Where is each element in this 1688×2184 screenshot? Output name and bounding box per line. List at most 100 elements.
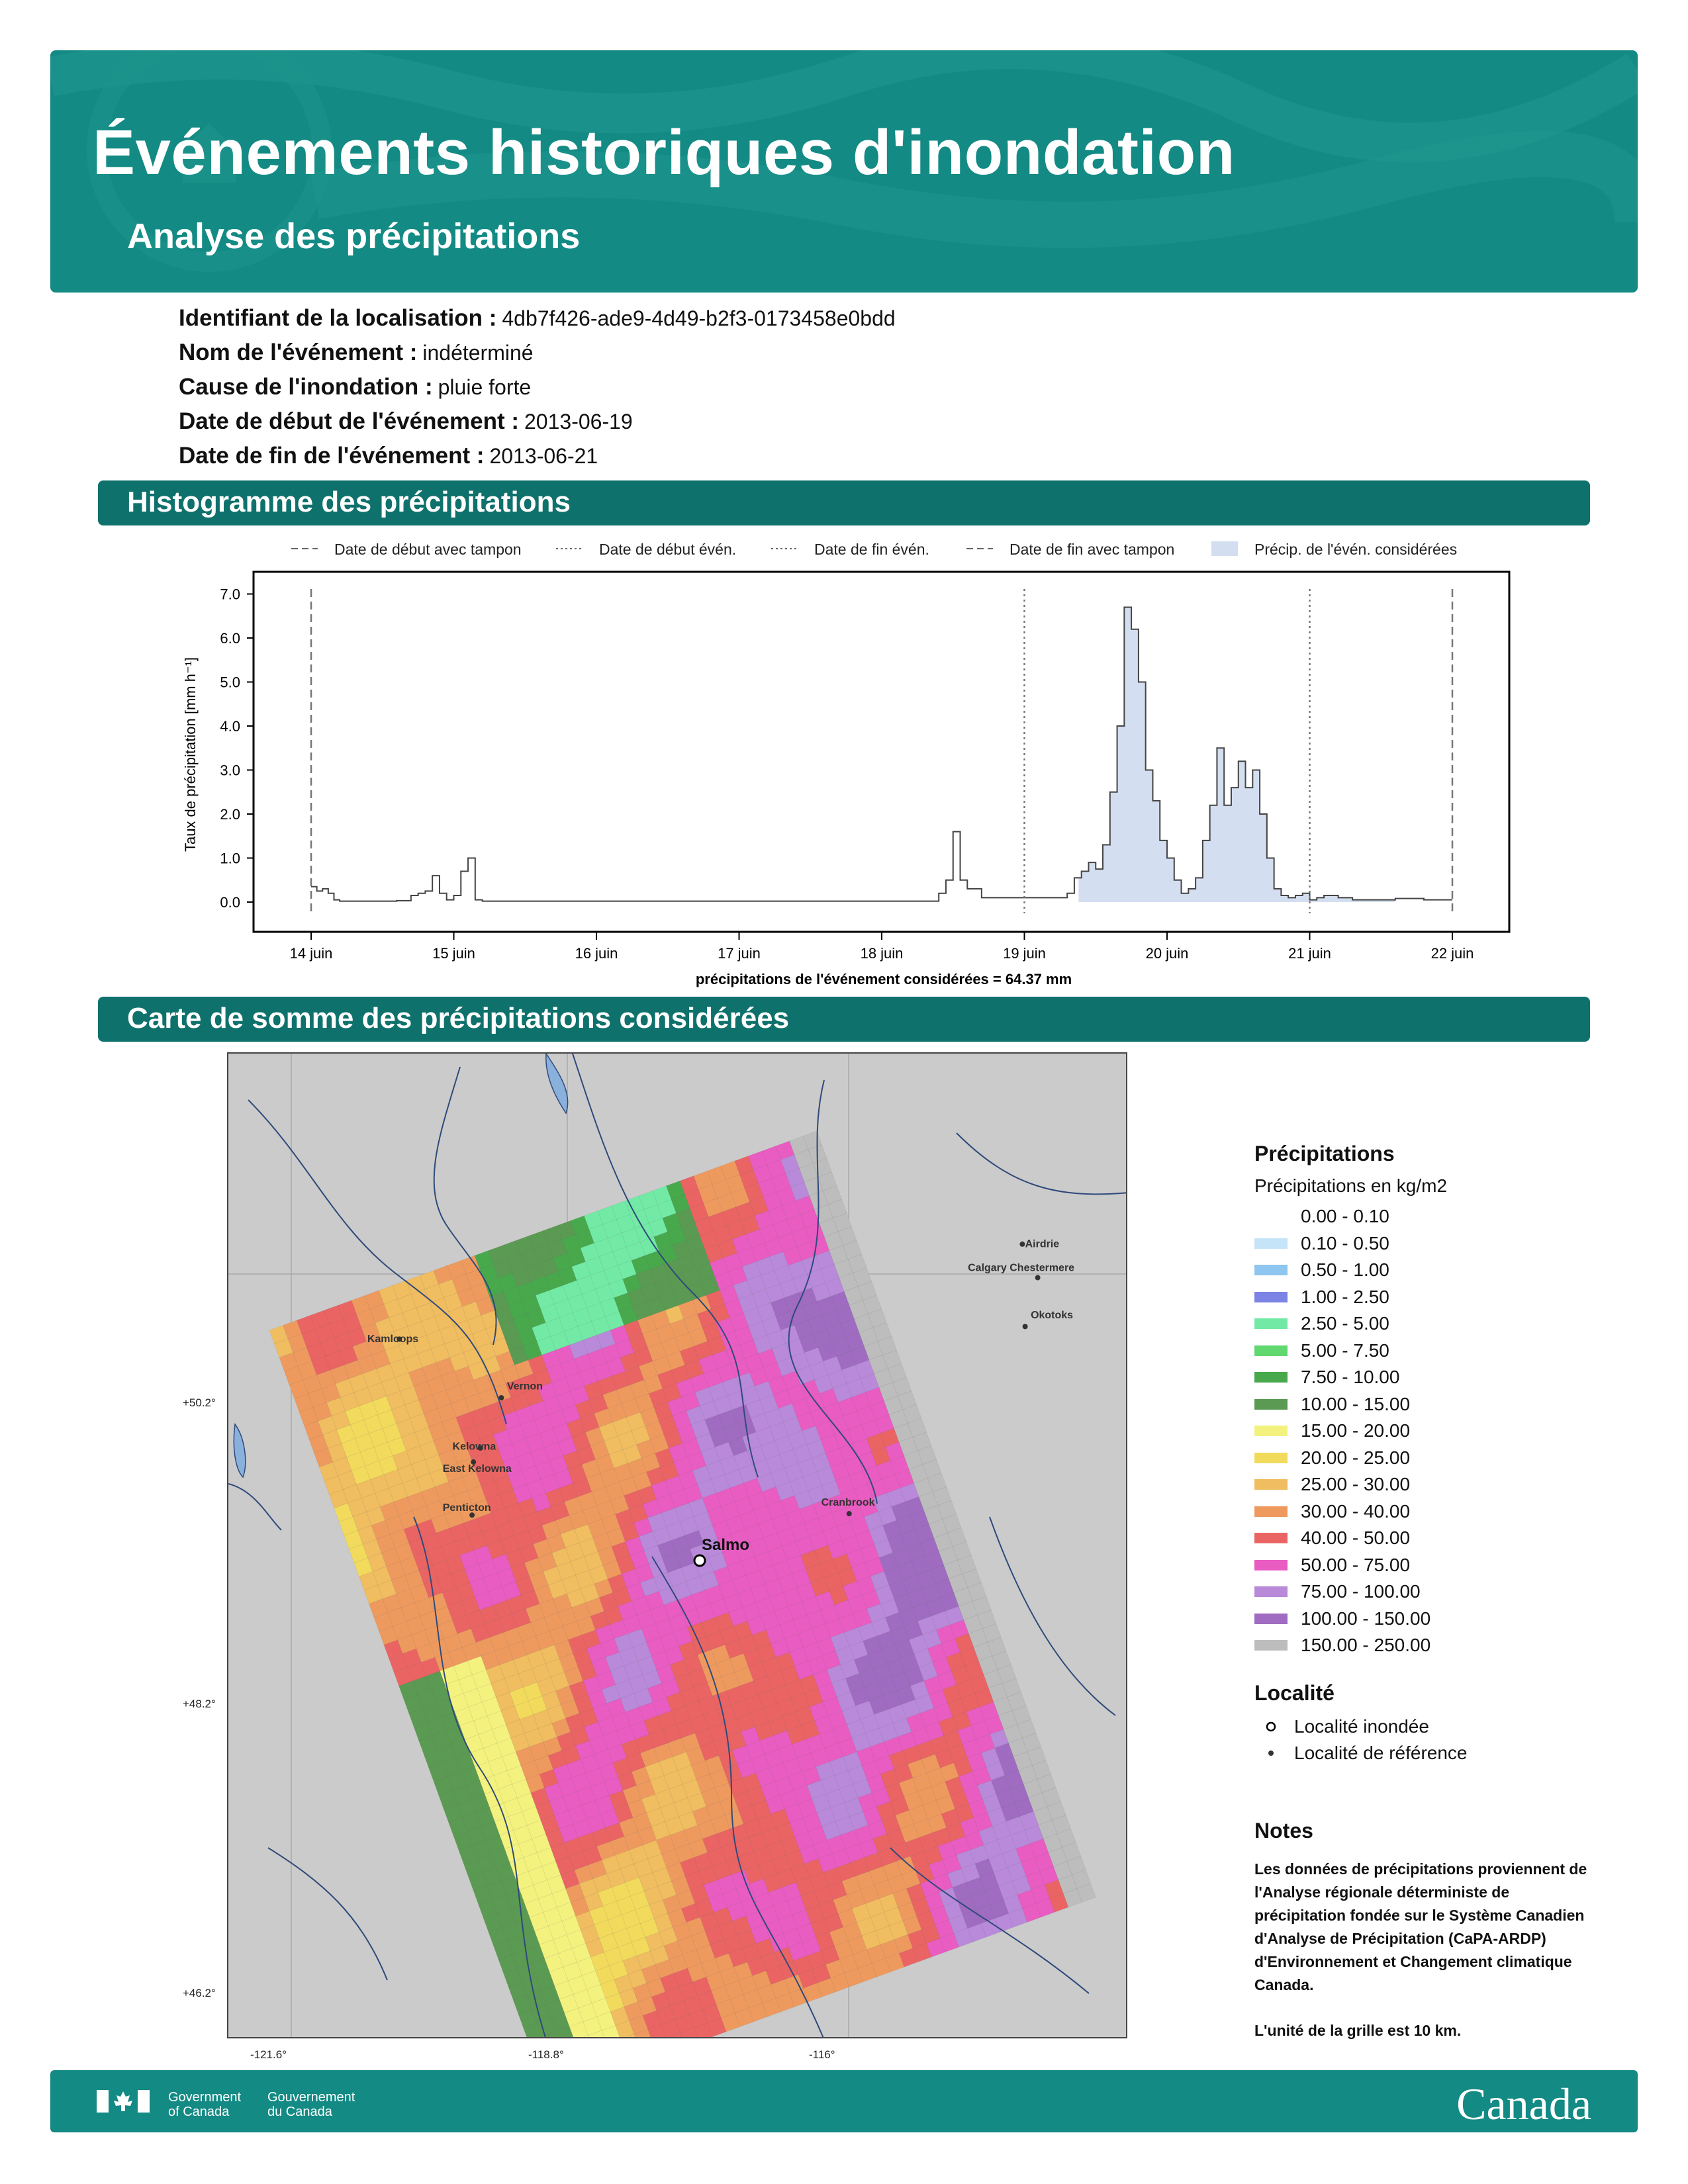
grid-cell xyxy=(666,2032,686,2037)
event-name-row: Nom de l'événement : indéterminé xyxy=(179,336,896,370)
y-tick-label: 5.0 xyxy=(220,674,240,691)
start-date-label: Date de début de l'événement : xyxy=(179,408,519,434)
reference-locality-label: Localité de référence xyxy=(1294,1743,1468,1763)
legend-item-label: 2.50 - 5.00 xyxy=(1301,1313,1389,1334)
legend-item-label: 75.00 - 100.00 xyxy=(1301,1581,1421,1602)
city-label: East Kelowna xyxy=(443,1463,512,1475)
reference-locality-marker xyxy=(846,1511,852,1517)
map-section-title: Carte de somme des précipitations consid… xyxy=(127,1002,790,1034)
legend-label: Date de fin évén. xyxy=(814,541,929,558)
lon-label-2: -118.8° xyxy=(528,2048,564,2061)
legend-item: 2.50 - 5.00 xyxy=(1254,1310,1447,1338)
city-label: Kamloops xyxy=(367,1334,418,1345)
y-tick-label: 3.0 xyxy=(220,762,240,779)
legend-swatch xyxy=(1254,1533,1288,1544)
legend-entry: Date de fin avec tampon xyxy=(966,541,1174,558)
canada-flag-icon xyxy=(97,2090,150,2113)
start-date-value: 2013-06-19 xyxy=(524,410,633,433)
reference-locality-marker xyxy=(1035,1275,1041,1281)
gov-en-line-1: Government xyxy=(168,2090,242,2105)
gov-fr-line-2: du Canada xyxy=(267,2105,332,2119)
city-label: Cranbrook xyxy=(821,1497,875,1508)
legend-entry: Date de début évén. xyxy=(556,541,736,558)
legend-item: 150.00 - 250.00 xyxy=(1254,1632,1447,1659)
legend-item-label: 50.00 - 75.00 xyxy=(1301,1554,1411,1575)
legend-label: Date de début évén. xyxy=(599,541,736,558)
legend-item-label: 7.50 - 10.00 xyxy=(1301,1367,1400,1388)
x-tick-label: 18 juin xyxy=(861,945,904,962)
canada-wordmark: Canada xyxy=(1456,2079,1591,2129)
x-axis-label: précipitations de l'événement considérée… xyxy=(696,971,1072,987)
legend-item: 30.00 - 40.00 xyxy=(1254,1498,1447,1525)
flood-cause-value: pluie forte xyxy=(438,375,532,399)
x-tick-label: 16 juin xyxy=(575,945,618,962)
location-id-label: Identifiant de la localisation : xyxy=(179,305,497,331)
precipitation-histogram: Date de début avec tampon Date de début é… xyxy=(182,541,1511,987)
lake-shape xyxy=(545,1054,569,1115)
legend-label: Précip. de l'évén. considérées xyxy=(1254,541,1457,558)
gov-fr-line-1: Gouvernement xyxy=(267,2090,355,2105)
city-label: Calgary Chestermere xyxy=(968,1262,1074,1273)
legend-swatch xyxy=(1254,1265,1288,1276)
x-tick-label: 19 juin xyxy=(1003,945,1046,962)
notes-title: Notes xyxy=(1254,1819,1313,1843)
city-label: Vernon xyxy=(507,1381,543,1392)
reference-locality-item: Localité de référence xyxy=(1254,1740,1468,1766)
reference-locality-marker-icon xyxy=(1268,1751,1274,1756)
legend-swatch xyxy=(1254,1559,1288,1570)
x-tick-label: 15 juin xyxy=(432,945,475,962)
border-line xyxy=(228,1483,282,1531)
legend-item-label: 40.00 - 50.00 xyxy=(1301,1527,1411,1549)
legend-item: 50.00 - 75.00 xyxy=(1254,1552,1447,1579)
legend-swatch xyxy=(1254,1238,1288,1249)
header-wave-decoration xyxy=(50,50,1638,272)
city-label: Airdrie xyxy=(1025,1238,1060,1250)
flooded-locality-item: Localité inondée xyxy=(1254,1713,1468,1740)
legend-swatch xyxy=(1254,1506,1288,1517)
reference-locality-marker xyxy=(469,1512,475,1518)
lat-label-1: +50.2° xyxy=(183,1396,216,1409)
map-section-header: Carte de somme des précipitations consid… xyxy=(98,997,1590,1042)
legend-item-label: 5.00 - 7.50 xyxy=(1301,1340,1389,1361)
legend-swatch xyxy=(1211,541,1238,556)
legend-item-label: 30.00 - 40.00 xyxy=(1301,1500,1411,1522)
legend-entry: Date de début avec tampon xyxy=(291,541,522,558)
map-canvas: Kamloops Vernon Kelowna East Kelowna Pentict… xyxy=(228,1054,1126,2037)
legend-swatch xyxy=(1254,1211,1288,1222)
legend-item: 100.00 - 150.00 xyxy=(1254,1606,1447,1633)
legend-item: 20.00 - 25.00 xyxy=(1254,1445,1447,1472)
y-tick-label: 2.0 xyxy=(220,806,240,823)
legend-item: 0.50 - 1.00 xyxy=(1254,1257,1447,1284)
river-line xyxy=(651,1556,824,2037)
reference-locality-marker xyxy=(471,1459,477,1465)
start-date-row: Date de début de l'événement :2013-06-19 xyxy=(179,404,896,439)
precipitation-map: Kamloops Vernon Kelowna East Kelowna Pentict… xyxy=(227,1052,1127,2038)
event-name-label: Nom de l'événement : xyxy=(179,340,418,365)
legend-swatch xyxy=(1254,1426,1288,1437)
grid-cell xyxy=(541,2031,561,2037)
notes-paragraph-1: Les données de précipitations proviennen… xyxy=(1254,1860,1587,1993)
y-tick-label: 7.0 xyxy=(220,586,240,603)
river-line xyxy=(956,1132,1126,1195)
end-date-row: Date de fin de l'événement :2013-06-21 xyxy=(179,439,896,473)
notes-paragraph-2: L'unité de la grille est 10 km. xyxy=(1254,2022,1462,2039)
locality-title: Localité xyxy=(1254,1681,1335,1705)
legend-items: 0.00 - 0.10 0.10 - 0.50 0.50 - 1.00 1.00 - … xyxy=(1254,1203,1447,1659)
location-id-value: 4db7f426-ade9-4d49-b2f3-0173458e0bdd xyxy=(502,306,896,330)
flood-cause-label: Cause de l'inondation : xyxy=(179,374,433,400)
y-tick-label: 6.0 xyxy=(220,630,240,647)
legend-label: Date de début avec tampon xyxy=(334,541,522,558)
legend-entry: Date de fin évén. xyxy=(771,541,929,558)
lat-label-3: +46.2° xyxy=(183,1987,216,1999)
flooded-locality-marker xyxy=(693,1554,706,1567)
reference-locality-marker xyxy=(498,1395,504,1400)
legend-item: 40.00 - 50.00 xyxy=(1254,1525,1447,1552)
city-label: Penticton xyxy=(443,1502,491,1514)
grid-cell xyxy=(588,2030,608,2037)
river-line xyxy=(788,1079,878,1504)
legend-swatch xyxy=(1254,1613,1288,1624)
city-label: Okotoks xyxy=(1031,1310,1073,1321)
event-metadata: Identifiant de la localisation :4db7f426… xyxy=(179,301,896,473)
location-id-row: Identifiant de la localisation :4db7f426… xyxy=(179,301,896,336)
plot-frame xyxy=(252,570,1511,933)
